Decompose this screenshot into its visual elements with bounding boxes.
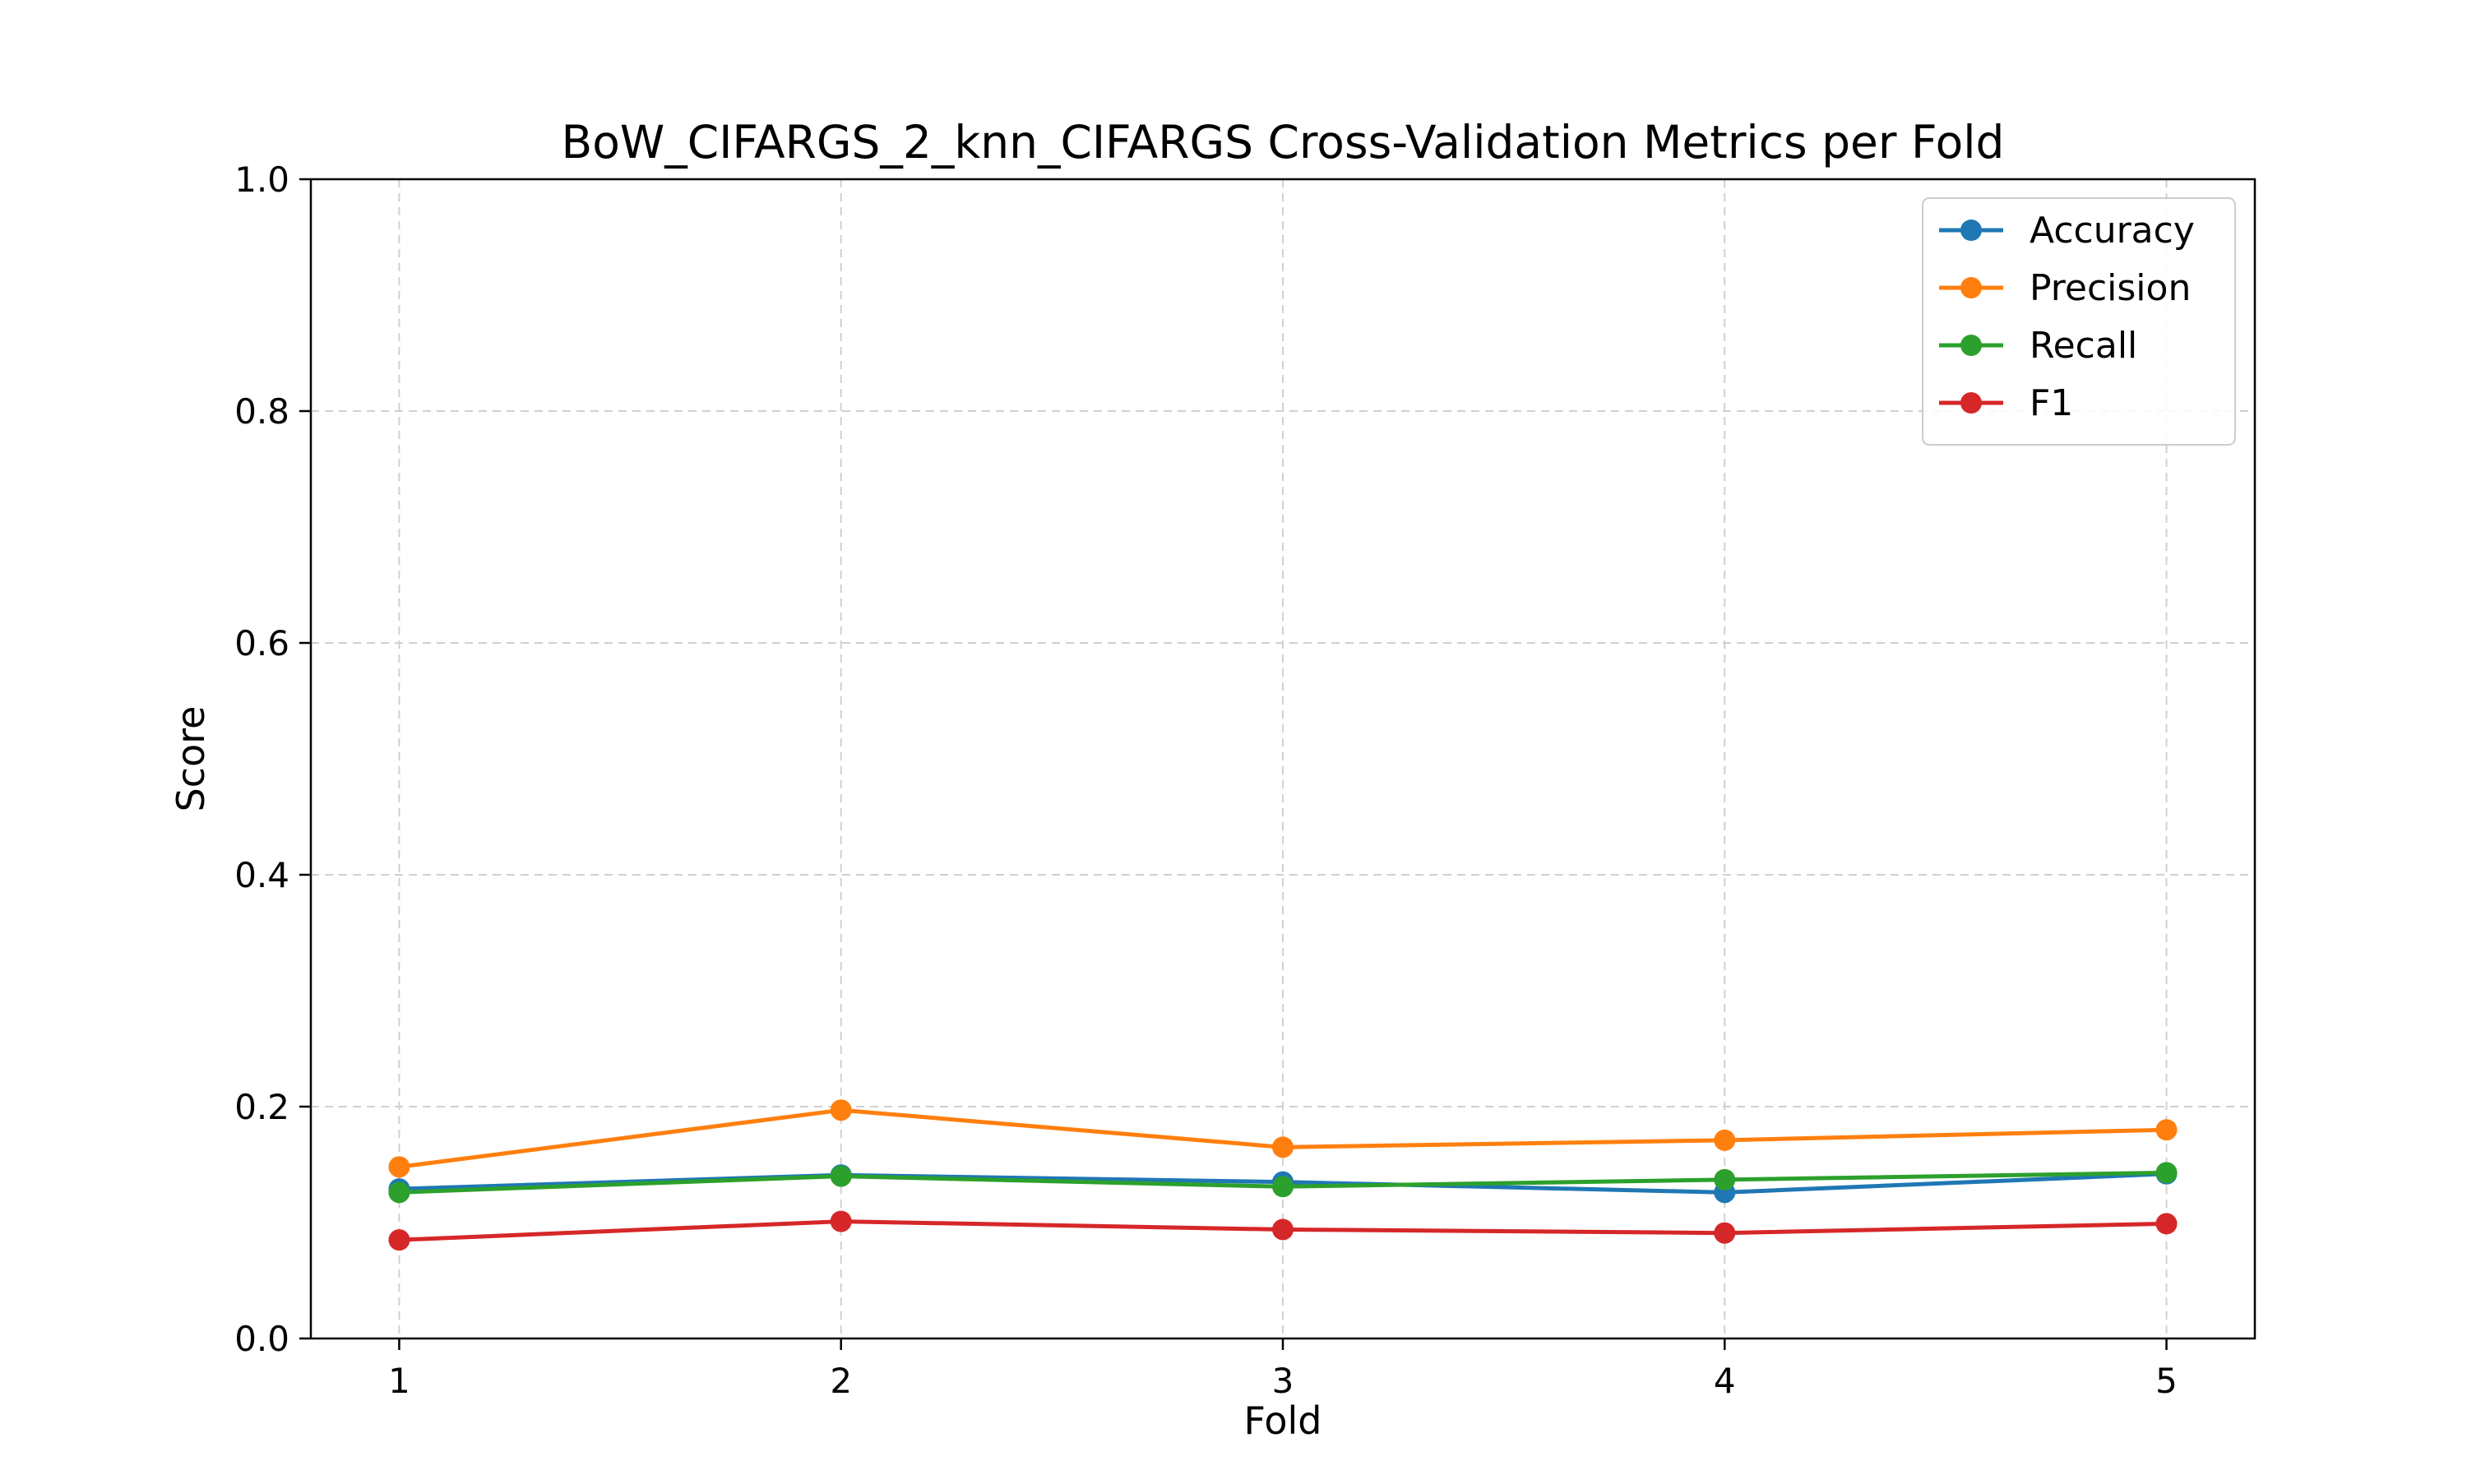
x-tick-label: 1: [388, 1361, 410, 1401]
precision-point: [2155, 1119, 2178, 1141]
precision-point: [1714, 1129, 1736, 1151]
legend-label-f1: F1: [2030, 382, 2073, 424]
legend-swatch-marker-f1: [1960, 392, 1982, 414]
f1-point: [830, 1210, 852, 1232]
series-layer: [388, 1099, 2178, 1251]
legend: Accuracy Precision Recall F1: [1922, 197, 2236, 446]
legend-swatch-marker-accuracy: [1960, 220, 1982, 241]
precision-point: [1272, 1136, 1294, 1158]
recall-point: [2155, 1162, 2178, 1184]
recall-point: [830, 1165, 852, 1187]
f1-point: [1272, 1218, 1294, 1241]
y-tick-label: 0.8: [234, 391, 289, 432]
x-tick-label: 5: [2155, 1361, 2178, 1401]
series-recall: [388, 1162, 2178, 1204]
x-axis-label: Fold: [1244, 1398, 1322, 1443]
y-tick-label: 0.4: [234, 855, 289, 895]
y-tick-label: 0.0: [234, 1319, 289, 1359]
y-tick-label: 1.0: [234, 159, 289, 200]
y-tick-label: 0.6: [234, 623, 289, 663]
legend-label-recall: Recall: [2030, 325, 2137, 367]
ticks: 1 2 3 4 5 0.0 0.2 0.4 0.6 0.8 1.0: [234, 159, 2178, 1401]
series-f1: [388, 1210, 2178, 1251]
recall-point: [388, 1181, 410, 1204]
precision-point: [388, 1156, 410, 1178]
x-tick-label: 4: [1714, 1361, 1736, 1401]
x-tick-label: 2: [830, 1361, 852, 1401]
recall-point: [1714, 1168, 1736, 1190]
x-tick-label: 3: [1272, 1361, 1294, 1401]
legend-box: [1922, 197, 2236, 446]
precision-point: [830, 1099, 852, 1121]
chart-title: BoW_CIFARGS_2_knn_CIFARGS Cross-Validati…: [562, 116, 2005, 169]
legend-label-precision: Precision: [2030, 267, 2191, 309]
legend-swatch-marker-recall: [1960, 335, 1982, 356]
legend-swatch-marker-precision: [1960, 277, 1982, 298]
f1-point: [1714, 1222, 1736, 1244]
f1-point: [2155, 1213, 2178, 1235]
y-axis-label: Score: [169, 706, 213, 812]
legend-label-accuracy: Accuracy: [2030, 210, 2195, 252]
y-tick-label: 0.2: [234, 1087, 289, 1127]
recall-point: [1272, 1176, 1294, 1198]
series-precision: [388, 1099, 2178, 1178]
f1-point: [388, 1229, 410, 1251]
